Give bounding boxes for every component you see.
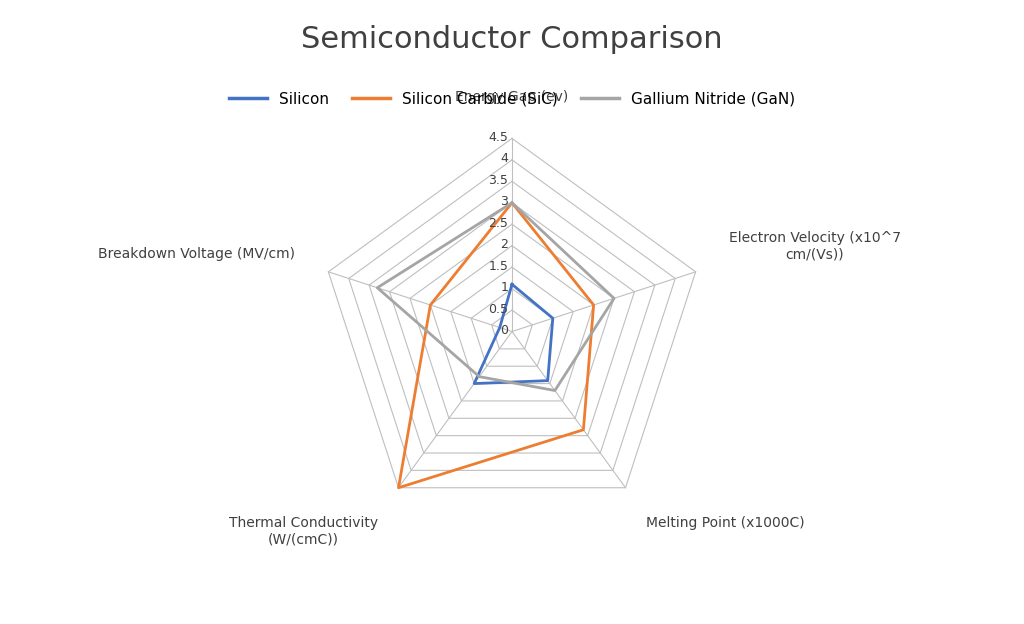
Text: Breakdown Voltage (MV/cm): Breakdown Voltage (MV/cm) <box>98 247 295 261</box>
Text: Electron Velocity (x10^7
cm/(Vs)): Electron Velocity (x10^7 cm/(Vs)) <box>729 231 901 261</box>
Text: 4: 4 <box>501 152 508 165</box>
Text: 0: 0 <box>500 324 508 337</box>
Text: Thermal Conductivity
(W/(cmC)): Thermal Conductivity (W/(cmC)) <box>229 516 378 546</box>
Text: 4.5: 4.5 <box>488 131 508 144</box>
Text: 2: 2 <box>501 238 508 251</box>
Text: Semiconductor Comparison: Semiconductor Comparison <box>301 25 723 54</box>
Text: 1.5: 1.5 <box>488 260 508 273</box>
Text: 3: 3 <box>501 195 508 208</box>
Text: 3.5: 3.5 <box>488 174 508 187</box>
Text: Energy Gap (ev): Energy Gap (ev) <box>456 90 568 104</box>
Text: 2.5: 2.5 <box>488 217 508 230</box>
Text: Melting Point (x1000C): Melting Point (x1000C) <box>646 516 805 530</box>
Text: 1: 1 <box>501 281 508 294</box>
Text: 0.5: 0.5 <box>488 303 508 316</box>
Legend: Silicon, Silicon Carbide (SiC), Gallium Nitride (GaN): Silicon, Silicon Carbide (SiC), Gallium … <box>222 85 802 113</box>
